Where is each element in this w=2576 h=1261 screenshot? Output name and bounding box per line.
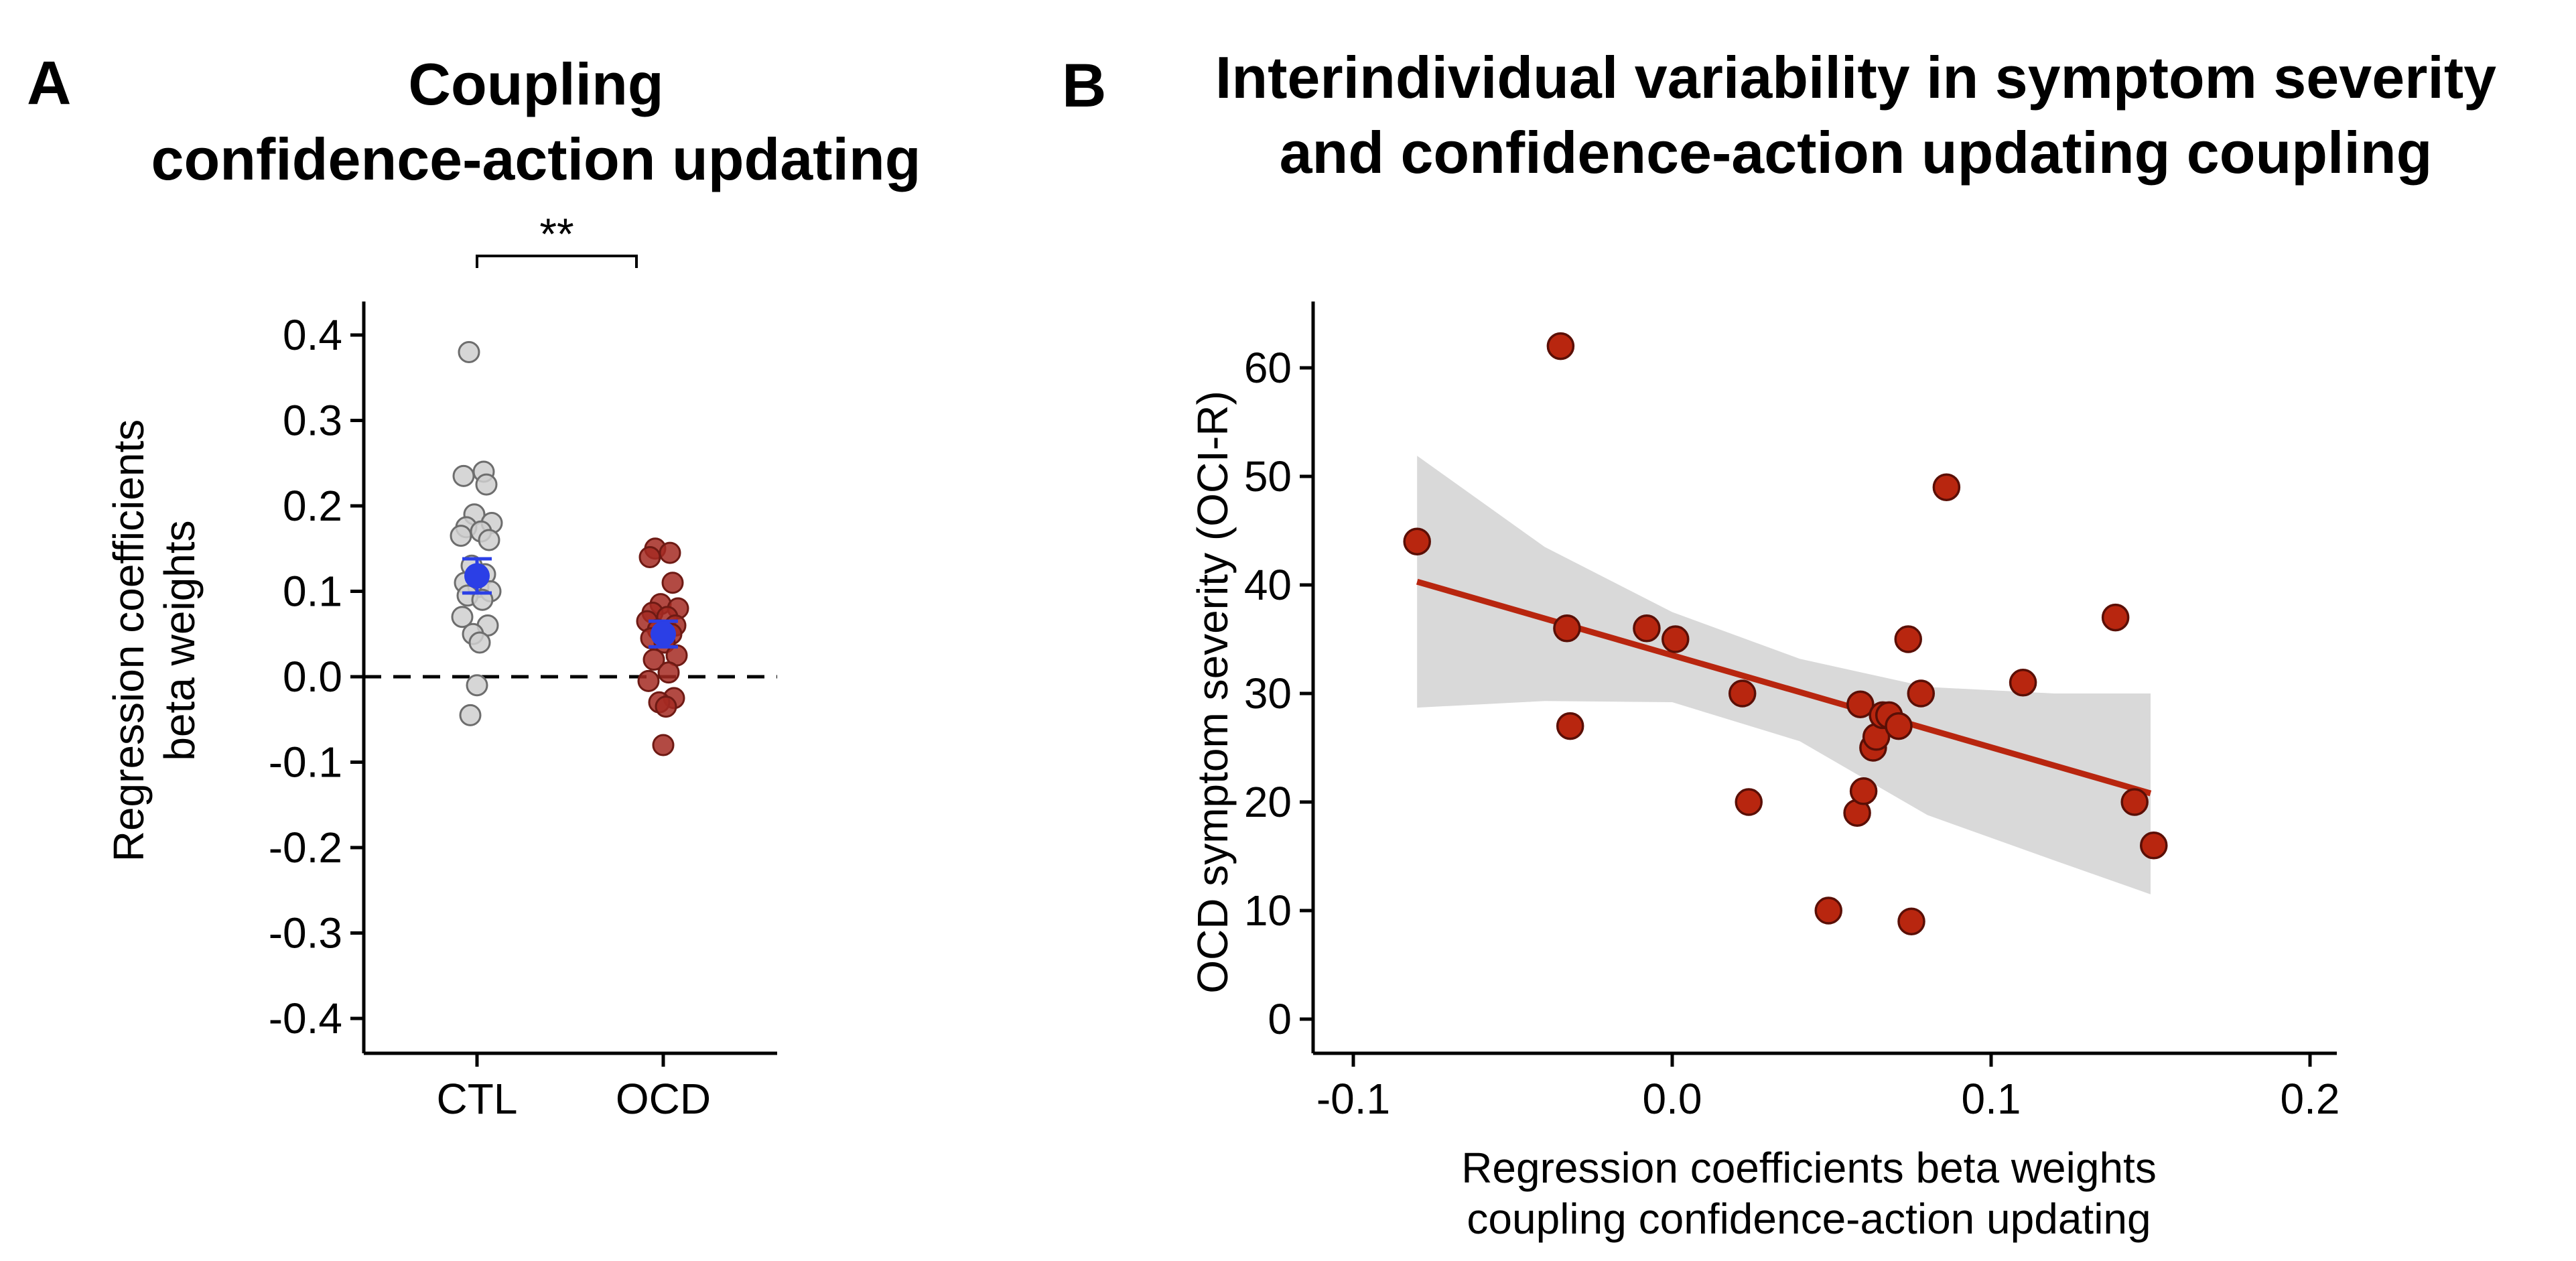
panel-a-y-tick-label: -0.4 — [269, 994, 342, 1043]
panel-b-point — [1546, 332, 1575, 360]
panel-b-point — [1553, 614, 1581, 643]
panel-b-x-tick-label: 0.1 — [1962, 1075, 2021, 1123]
panel-a-point-ocd — [657, 661, 680, 684]
panel-b-letter: B — [1062, 52, 1107, 120]
panel-b-point — [1894, 625, 1922, 653]
panel-a-point-ctl — [458, 341, 480, 363]
panel-b-title: Interindividual variability in symptom s… — [1126, 40, 2576, 190]
panel-b-point — [1728, 679, 1757, 708]
panel-a-y-tick-label: 0.3 — [283, 397, 342, 445]
panel-a-y-tick-label: 0.1 — [283, 568, 342, 616]
panel-a-point-ctl — [475, 473, 498, 496]
panel-b-confidence-band — [1417, 456, 2151, 894]
panel-a-letter: A — [27, 49, 72, 117]
panel-a-point-ctl — [471, 588, 494, 611]
panel-a-point-ctl — [478, 529, 500, 551]
panel-a-point-ocd — [655, 695, 677, 718]
panel-b-point — [2009, 669, 2037, 697]
panel-a-plot: 0.4 0.3 0.2 0.1 0.0 -0.1 -0.2 -0.3 -0.4 CTL OCD ** — [269, 209, 777, 1123]
panel-a-x-tick-label: CTL — [437, 1075, 518, 1123]
panel-a-x-tick-label: OCD — [616, 1075, 711, 1123]
panel-a-significance-label: ** — [539, 209, 573, 259]
panel-b-y-tick-label: 60 — [1244, 344, 1292, 392]
panel-b-point — [2140, 832, 2168, 860]
panel-b-regression-line — [1416, 578, 2152, 797]
panel-a-y-tick-label: -0.1 — [269, 738, 342, 787]
panel-b-title-line1: Interindividual variability in symptom s… — [1215, 44, 2497, 111]
panel-b-plot: 0 10 20 30 40 50 60 -0.1 0.0 0.1 0.2 — [1244, 302, 2340, 1123]
panel-a-point-ocd — [637, 669, 660, 692]
panel-a-point-ctl — [450, 525, 472, 547]
panel-a-y-tick-label: -0.3 — [269, 909, 342, 957]
panel-a-mean-ocd — [651, 621, 676, 647]
panel-a-title-line1: Coupling — [408, 51, 664, 117]
panel-b-point — [2120, 788, 2149, 816]
panel-a-y-tick-label: 0.4 — [283, 311, 342, 359]
panel-a-y-tick-label: -0.2 — [269, 823, 342, 872]
panel-a-point-ocd — [652, 734, 675, 756]
panel-b-point — [1662, 625, 1690, 653]
panel-b-point — [1897, 907, 1925, 935]
panel-a-y-tick-label: 0.0 — [283, 653, 342, 701]
panel-a-y-tick-label: 0.2 — [283, 482, 342, 530]
panel-a-point-ctl — [466, 674, 488, 697]
panel-b-y-tick-label: 20 — [1244, 778, 1292, 826]
panel-b-y-tick-label: 10 — [1244, 886, 1292, 935]
panel-a-point-ocd — [661, 572, 684, 594]
panel-b-y-tick-label: 0 — [1268, 995, 1292, 1043]
panel-a-point-ctl — [468, 631, 491, 654]
panel-b-y-tick-label: 40 — [1244, 561, 1292, 609]
panel-a-point-ctl — [459, 704, 482, 726]
panel-a-significance-bracket — [476, 255, 638, 268]
panel-a-point-ctl — [452, 464, 475, 487]
panel-b-point — [1907, 679, 1936, 708]
panel-a-title: Coupling confidence-action updating — [94, 47, 978, 197]
panel-a-point-ocd — [659, 541, 681, 564]
panel-b-x-tick-label: 0.2 — [2281, 1075, 2340, 1123]
panel-b-point — [1885, 712, 1913, 740]
panel-b-point — [1849, 777, 1878, 805]
panel-a-point-ctl — [451, 606, 474, 628]
panel-b-xlabel: Regression coefficients beta weights cou… — [1373, 1142, 2244, 1244]
panel-a-title-line2: confidence-action updating — [151, 126, 921, 192]
panel-a-point-ocd — [642, 649, 665, 671]
panel-b-point — [1846, 690, 1875, 718]
panel-b-point — [1735, 788, 1763, 816]
panel-b-point — [1403, 527, 1431, 555]
panel-b-x-tick-label: -0.1 — [1316, 1075, 1390, 1123]
panel-b-y-tick-label: 30 — [1244, 669, 1292, 718]
panel-b-y-tick-label: 50 — [1244, 452, 1292, 501]
panel-b-xlabel-line2: coupling confidence-action updating — [1467, 1195, 2151, 1243]
panel-a-mean-ctl — [464, 563, 490, 589]
panel-b-point — [1932, 473, 1961, 501]
panel-a-point-ocd — [638, 546, 661, 568]
panel-b-point — [1556, 712, 1584, 740]
panel-b-point — [1633, 614, 1661, 643]
panel-b-title-line2: and confidence-action updating coupling — [1279, 119, 2433, 186]
panel-b-xlabel-line1: Regression coefficients beta weights — [1461, 1144, 2157, 1192]
panel-b-x-tick-label: 0.0 — [1643, 1075, 1702, 1123]
panel-b-point — [2101, 603, 2130, 632]
panel-b-point — [1814, 897, 1842, 925]
